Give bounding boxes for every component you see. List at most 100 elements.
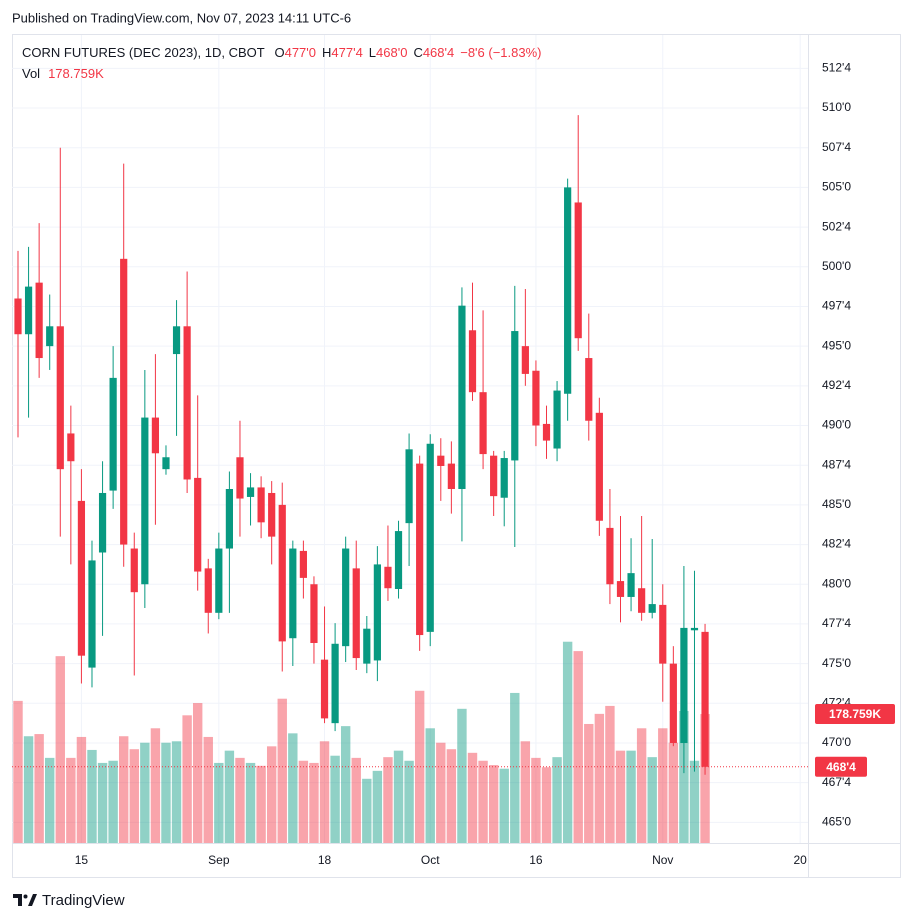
- volume-bar: [235, 757, 245, 843]
- candle-body: [151, 417, 160, 454]
- candle-body: [56, 326, 64, 470]
- volume-bar: [277, 698, 287, 843]
- y-tick-label: 505'0: [822, 180, 851, 194]
- volume-bar: [552, 757, 562, 843]
- candle-body: [479, 392, 487, 455]
- candle-body: [648, 604, 656, 613]
- volume-bar: [689, 760, 700, 843]
- volume-bar: [362, 778, 372, 843]
- candle-body: [426, 443, 434, 632]
- volume-bar: [541, 767, 552, 843]
- volume-bar: [87, 749, 97, 843]
- symbol: CORN FUTURES (DEC 2023), 1D, CBOT: [22, 45, 265, 60]
- candle-body: [120, 258, 128, 545]
- volume-bar: [319, 741, 330, 843]
- candle-body: [595, 412, 603, 521]
- candle-body: [278, 504, 286, 642]
- candle-body: [268, 492, 276, 537]
- candle-body: [500, 458, 508, 498]
- candle-body: [521, 346, 529, 374]
- y-tick-label: 465'0: [822, 815, 851, 829]
- volume-bar: [45, 757, 55, 843]
- volume-bar: [488, 765, 499, 843]
- volume-bar: [668, 742, 679, 843]
- candle-body: [236, 457, 244, 499]
- volume-bar: [34, 734, 44, 843]
- y-tick-label: 467'4: [822, 775, 851, 789]
- volume-bar: [309, 762, 319, 843]
- last-volume-box: [815, 704, 895, 725]
- volume-bar: [446, 749, 457, 843]
- y-tick-label: 490'0: [822, 418, 851, 432]
- candle-body: [342, 548, 350, 647]
- candle-body: [437, 455, 445, 466]
- y-tick-label: 480'0: [822, 576, 851, 590]
- candle-body: [490, 455, 498, 497]
- candle-body: [553, 390, 561, 449]
- ohlc-value: 477'4: [331, 45, 362, 60]
- volume-bar: [414, 690, 425, 843]
- candle-body: [24, 286, 33, 335]
- volume-bar: [467, 752, 478, 843]
- brand: TradingView: [42, 892, 125, 909]
- volume-bar: [478, 760, 488, 843]
- volume-bar: [340, 726, 351, 843]
- candle-body: [606, 527, 614, 585]
- volume-bar: [658, 728, 668, 843]
- candle-body: [172, 326, 181, 355]
- candles: [14, 115, 709, 775]
- volume-bar: [457, 708, 467, 843]
- volume-bar: [245, 762, 256, 843]
- volume-bar: [372, 770, 383, 843]
- candle-body: [35, 282, 43, 359]
- x-tick-label: 15: [75, 853, 89, 867]
- volume-bar: [626, 750, 636, 843]
- candle-body: [289, 548, 297, 639]
- volume-bar: [203, 736, 213, 843]
- ohlc-value: 468'4: [423, 45, 454, 60]
- y-tick-label: 492'4: [822, 378, 851, 392]
- volume-bar: [636, 728, 647, 843]
- candle-body: [130, 548, 138, 593]
- last-volume-label: 178.759K: [829, 707, 881, 721]
- axes: 465'0467'4470'0472'4475'0477'4480'0482'4…: [12, 61, 895, 867]
- x-tick-label: Nov: [652, 853, 673, 867]
- candle-body: [542, 423, 551, 441]
- volume-bar: [573, 651, 583, 843]
- chart-frame: [12, 34, 901, 878]
- last-price-box: [815, 756, 867, 777]
- volume-bar: [499, 768, 509, 843]
- last-price-label: 468'4: [826, 760, 856, 774]
- volume-bar: [330, 755, 340, 843]
- candle-body: [183, 326, 191, 480]
- y-tick-label: 475'0: [822, 656, 851, 670]
- volume-bar: [108, 760, 118, 843]
- volume-bar: [76, 736, 87, 843]
- volume-bar: [605, 705, 615, 843]
- candle-body: [352, 568, 360, 659]
- volume-bar: [531, 757, 541, 843]
- candle-body: [574, 202, 582, 339]
- vol-value: 178.759K: [48, 66, 104, 81]
- y-tick-label: 507'4: [822, 140, 851, 154]
- ohlc-key: H: [322, 45, 331, 60]
- y-tick-label: 485'0: [822, 497, 851, 511]
- volume-bar: [140, 742, 150, 843]
- candle-body: [416, 463, 424, 636]
- volume-bar: [13, 700, 23, 843]
- candle-body: [204, 568, 212, 613]
- volume-bar: [266, 746, 277, 843]
- candle-body: [627, 573, 635, 597]
- y-tick-label: 497'4: [822, 299, 851, 313]
- y-tick-label: 500'0: [822, 259, 851, 273]
- ohlc-value: 468'0: [376, 45, 407, 60]
- candle-body: [447, 463, 455, 490]
- published-note: Published on TradingView.com, Nov 07, 20…: [12, 10, 351, 25]
- candle-body: [616, 581, 625, 597]
- y-tick-label: 502'4: [822, 219, 851, 233]
- volume-bar: [161, 742, 171, 843]
- ohlc-key: C: [413, 45, 422, 60]
- y-tick-label: 487'4: [822, 457, 851, 471]
- x-tick-label: Sep: [208, 853, 230, 867]
